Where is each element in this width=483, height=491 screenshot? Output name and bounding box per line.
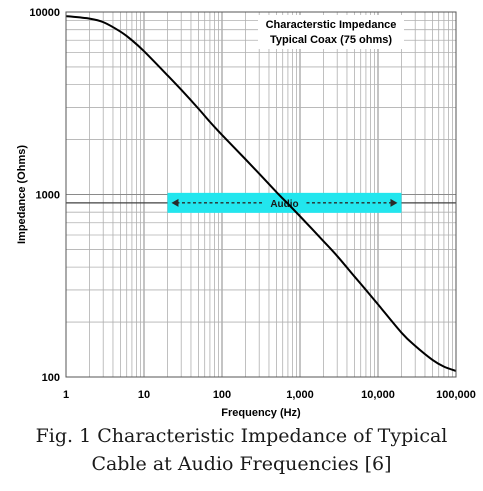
- impedance-chart: Audio Characterstic Impedance Typical Coa…: [16, 7, 476, 419]
- y-tick-label: 10000: [29, 7, 60, 19]
- figure-caption: Fig. 1 Characteristic Impedance of Typic…: [0, 422, 483, 478]
- caption-line-1: Fig. 1 Characteristic Impedance of Typic…: [35, 425, 448, 447]
- chart-title-line: Typical Coax (75 ohms): [270, 34, 392, 46]
- y-tick-labels: 100 1000 10000: [29, 7, 60, 384]
- title-background: [258, 15, 404, 49]
- impedance-curve: [65, 15, 457, 372]
- x-tick-label: 1,000: [286, 389, 314, 401]
- audio-band-rect: [167, 192, 402, 213]
- x-axis-title: Frequency (Hz): [221, 407, 301, 419]
- x-tick-label: 1: [63, 389, 69, 401]
- y-tick-label: 1000: [36, 190, 60, 202]
- x-tick-labels: 1 10 100 1,000 10,000 100,000: [63, 389, 476, 401]
- plot-frame: [65, 11, 457, 378]
- series-layer: [65, 15, 457, 372]
- audio-band: Audio: [167, 192, 402, 213]
- chart-title: Characterstic Impedance Typical Coax (75 …: [258, 15, 404, 49]
- x-tick-label: 10,000: [361, 389, 395, 401]
- x-tick-label: 100,000: [436, 389, 476, 401]
- chart-title-line: Characterstic Impedance: [266, 19, 397, 31]
- x-tick-label: 100: [213, 389, 231, 401]
- x-tick-label: 10: [138, 389, 150, 401]
- caption-line-2: Cable at Audio Frequencies [6]: [91, 453, 392, 475]
- audio-arrow-right-head: [390, 198, 398, 207]
- audio-arrow-left-head: [171, 198, 179, 207]
- y-tick-label: 100: [42, 372, 60, 384]
- audio-band-label: Audio: [270, 199, 298, 210]
- y-axis-title: Impedance (Ohms): [16, 145, 28, 244]
